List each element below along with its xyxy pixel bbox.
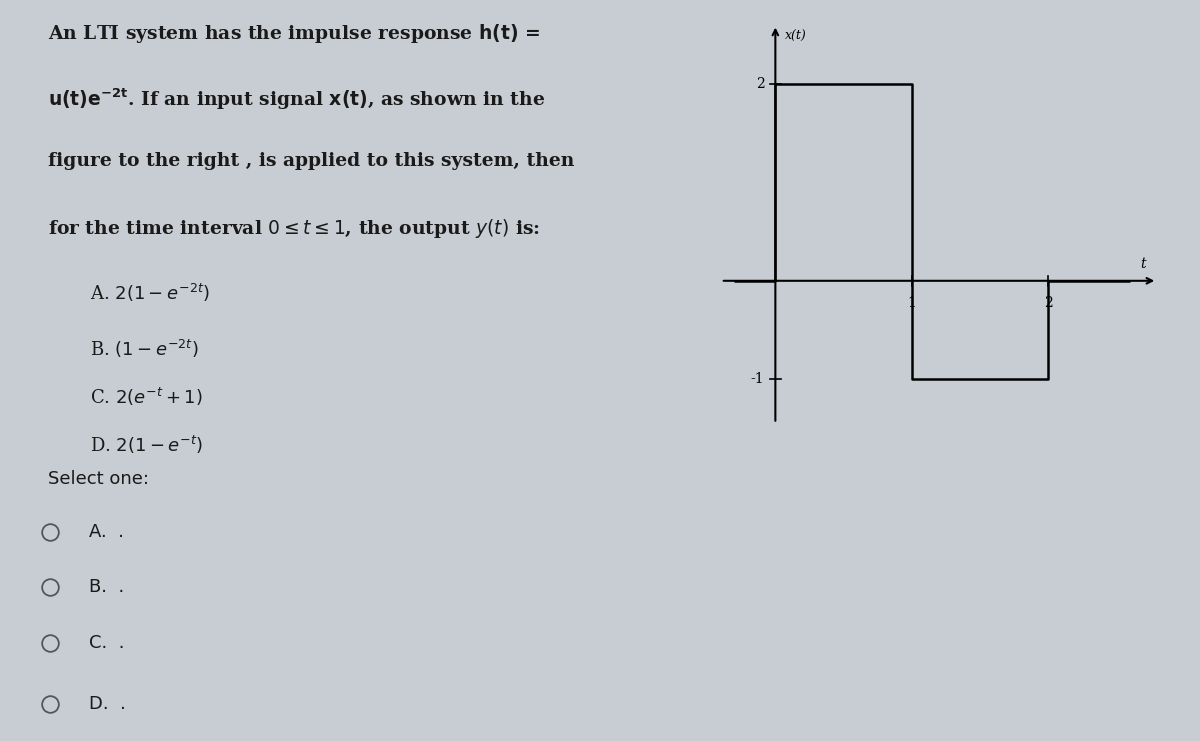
Text: 2: 2 xyxy=(756,77,764,91)
Text: t: t xyxy=(1141,257,1146,271)
Text: B. $(1 - e^{-2t})$: B. $(1 - e^{-2t})$ xyxy=(90,338,198,360)
Text: C. $2(e^{-t}+1)$: C. $2(e^{-t}+1)$ xyxy=(90,386,203,408)
Text: D.  .: D. . xyxy=(89,695,126,713)
Text: Select one:: Select one: xyxy=(48,471,149,488)
Text: An LTI system has the impulse response $\mathbf{h(t)}$ =: An LTI system has the impulse response $… xyxy=(48,21,540,44)
Text: C.  .: C. . xyxy=(89,634,125,651)
Text: D. $2(1-e^{-t})$: D. $2(1-e^{-t})$ xyxy=(90,433,203,456)
Text: for the time interval $0\leq t\leq1$, the output $y(t)$ is:: for the time interval $0\leq t\leq1$, th… xyxy=(48,216,540,240)
Text: A.  .: A. . xyxy=(89,523,124,541)
Text: 1: 1 xyxy=(907,296,916,310)
Text: 2: 2 xyxy=(1044,296,1052,310)
Text: $\mathbf{u(t)e^{-2t}}$. If an input signal $\mathbf{x(t)}$, as shown in the: $\mathbf{u(t)e^{-2t}}$. If an input sign… xyxy=(48,87,545,112)
Text: figure to the right , is applied to this system, then: figure to the right , is applied to this… xyxy=(48,152,575,170)
Text: x(t): x(t) xyxy=(785,30,806,42)
Text: A. $2(1 - e^{-2t})$: A. $2(1 - e^{-2t})$ xyxy=(90,282,210,304)
Text: -1: -1 xyxy=(751,372,764,386)
Text: B.  .: B. . xyxy=(89,578,124,597)
